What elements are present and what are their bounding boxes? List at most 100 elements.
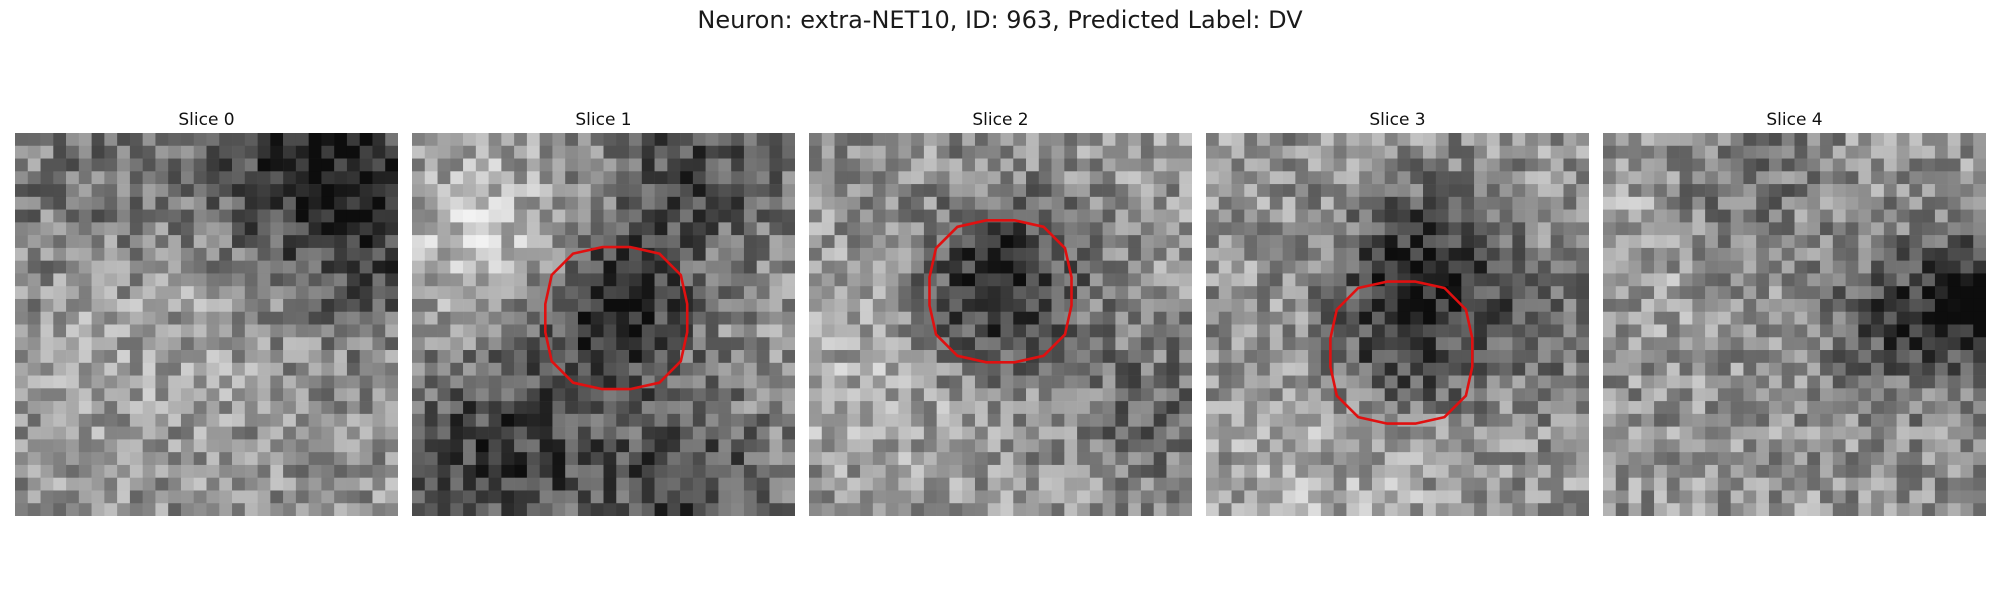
image-pixel [1781,464,1795,478]
image-pixel [987,158,1001,172]
image-pixel [603,426,617,440]
image-pixel [424,324,438,338]
image-pixel [577,388,592,402]
image-pixel [552,209,566,223]
image-pixel [1153,477,1167,491]
image-pixel [450,426,464,440]
image-pixel [1128,439,1142,453]
image-pixel [552,171,566,185]
image-pixel [1768,209,1783,223]
image-pixel [257,298,271,313]
image-pixel [1051,222,1065,236]
image-pixel [168,247,182,261]
image-pixel [334,388,348,402]
image-pixel [974,426,989,440]
image-pixel [1435,311,1449,325]
image-pixel [577,311,592,325]
image-pixel [1179,298,1192,313]
image-pixel [1026,273,1040,287]
image-pixel [1576,452,1589,466]
image-pixel [872,235,886,249]
image-pixel [1858,490,1872,504]
image-pixel [1654,133,1668,147]
image-pixel [1308,133,1322,147]
image-pixel [1269,477,1283,491]
image-pixel [1218,477,1232,491]
image-pixel [295,350,309,364]
image-pixel [1257,311,1271,325]
image-pixel [949,171,963,185]
image-pixel [117,503,131,516]
image-pixel [1692,426,1706,440]
image-pixel [1077,222,1091,236]
image-pixel [743,426,757,440]
image-pixel [1013,145,1027,159]
image-pixel [577,464,592,478]
image-pixel [1474,184,1488,198]
image-pixel [1089,222,1103,236]
image-pixel [565,286,579,300]
image-pixel [1038,350,1052,364]
image-pixel [654,145,668,159]
image-pixel [117,196,131,210]
image-pixel [1244,311,1258,325]
image-pixel [743,158,757,172]
image-pixel [565,439,579,453]
image-pixel [1269,350,1283,364]
slice-image [809,133,1192,516]
image-pixel [898,350,912,364]
image-pixel [1909,260,1923,274]
image-pixel [1832,452,1846,466]
image-pixel [1384,401,1398,415]
image-pixel [1666,464,1680,478]
image-pixel [1026,196,1040,210]
image-pixel [809,503,823,516]
image-pixel [1295,298,1309,313]
image-pixel [1038,388,1052,402]
image-pixel [1832,401,1846,415]
image-pixel [168,401,182,415]
image-pixel [1308,426,1322,440]
image-pixel [641,235,655,249]
image-pixel [1576,388,1589,402]
image-pixel [437,452,451,466]
image-pixel [1896,273,1910,287]
image-pixel [809,350,823,364]
image-pixel [206,490,220,504]
image-pixel [782,337,795,351]
image-pixel [1153,158,1167,172]
image-pixel [1397,362,1411,376]
image-pixel [577,477,592,491]
image-pixel [168,477,182,491]
image-pixel [1153,375,1167,389]
image-pixel [1448,171,1462,185]
image-pixel [809,273,823,287]
image-pixel [1615,375,1629,389]
image-pixel [232,145,246,159]
image-pixel [15,503,29,516]
image-pixel [1499,439,1513,453]
image-pixel [667,503,681,516]
image-pixel [155,477,169,491]
image-pixel [488,196,502,210]
image-pixel [1269,171,1283,185]
image-pixel [1102,350,1116,364]
image-pixel [463,145,477,159]
image-pixel [1423,375,1437,389]
image-pixel [1832,171,1846,185]
image-pixel [641,362,655,376]
image-pixel [1346,158,1360,172]
image-pixel [1179,426,1192,440]
image-pixel [809,426,823,440]
image-pixel [180,464,195,478]
image-pixel [603,298,617,313]
image-pixel [1896,260,1910,274]
image-pixel [219,184,233,198]
image-pixel [1051,350,1065,364]
image-pixel [718,375,732,389]
image-pixel [1064,196,1078,210]
image-pixel [577,145,592,159]
image-pixel [1628,452,1642,466]
image-pixel [552,311,566,325]
image-pixel [193,286,207,300]
